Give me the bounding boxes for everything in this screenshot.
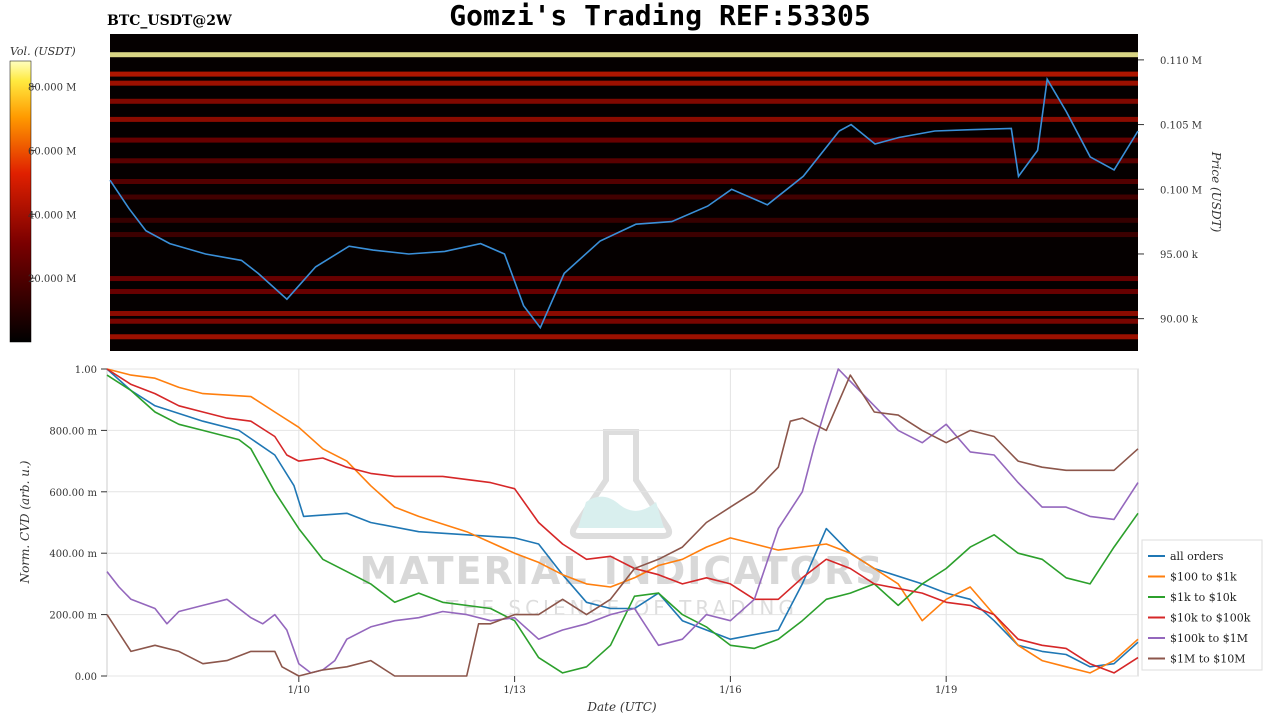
heatmap-level xyxy=(110,52,1138,58)
colorbar-label: Vol. (USDT) xyxy=(10,45,76,58)
cvd-x-axis-label: Date (UTC) xyxy=(586,700,656,714)
cvd-series-line xyxy=(106,368,1139,674)
heatmap-level xyxy=(110,116,1138,122)
cvd-panel: 0.00 200.00 m 400.00 m 600.00 m 800.00 m 1.00… xyxy=(18,365,1139,714)
heatmap-level xyxy=(110,80,1138,86)
heatmap-level xyxy=(110,98,1138,104)
colorbar-tick-label: 60.000 M xyxy=(28,146,76,157)
price-tick-label: 90.00 k xyxy=(1160,315,1199,326)
cvd-series-line xyxy=(106,374,1139,674)
price-tick-label: 0.110 M xyxy=(1160,56,1202,67)
price-line xyxy=(109,76,1139,330)
cvd-series-line xyxy=(106,374,1139,677)
price-tick-label: 0.105 M xyxy=(1160,121,1202,132)
heatmap-level xyxy=(110,137,1138,143)
cvd-y-tick-label: 600.00 m xyxy=(49,488,97,499)
cvd-series-line xyxy=(106,368,1139,674)
heatmap-level xyxy=(110,158,1138,164)
heatmap-level xyxy=(110,194,1138,200)
legend-label: all orders xyxy=(1170,550,1224,563)
page-title: Gomzi's Trading REF:53305 xyxy=(449,0,870,32)
symbol-label: BTC_USDT@2W xyxy=(107,13,232,29)
colorbar-tick-label: 40.000 M xyxy=(28,210,76,221)
cvd-y-tick-label: 0.00 xyxy=(75,672,97,683)
colorbar-tick-label: 80.000 M xyxy=(28,83,76,94)
watermark-line1: MATERIAL INDICATORS xyxy=(359,549,884,593)
heatmap-background xyxy=(110,34,1138,351)
price-tick-label: 0.100 M xyxy=(1160,185,1202,196)
legend-box xyxy=(1141,539,1263,671)
heatmap-level xyxy=(110,310,1138,316)
flask-liquid xyxy=(578,496,664,528)
heatmap-level xyxy=(110,232,1138,238)
flask-icon xyxy=(569,429,673,539)
price-axis-label: Price (USDT) xyxy=(1209,151,1223,233)
legend: all orders $100 to $1k $1k to $10k $10k to … xyxy=(1141,539,1263,671)
cvd-x-tick-label: 1/16 xyxy=(719,685,741,696)
heatmap-level xyxy=(110,334,1138,340)
legend-label: $100k to $1M xyxy=(1170,632,1248,645)
watermark: MATERIAL INDICATORS THE SCIENCE OF TRADI… xyxy=(359,429,884,620)
cvd-x-tick-label: 1/10 xyxy=(288,685,310,696)
legend-label: $1M to $10M xyxy=(1170,653,1246,666)
legend-label: $100 to $1k xyxy=(1170,571,1237,584)
legend-label: $10k to $100k xyxy=(1170,612,1251,625)
legend-label: $1k to $10k xyxy=(1170,591,1237,604)
heatmap-level xyxy=(110,217,1138,223)
heatmap-level xyxy=(110,71,1138,77)
heatmap-level xyxy=(110,288,1138,294)
colorbar-gradient xyxy=(9,60,32,343)
cvd-x-tick-label: 1/13 xyxy=(503,685,525,696)
cvd-y-axis-label: Norm. CVD (arb. u.) xyxy=(18,460,32,584)
colorbar: Vol. (USDT) 20.000 M 40.000 M 60.000 M 80.0… xyxy=(9,45,76,343)
heatmap-level xyxy=(110,276,1138,282)
heatmap-level xyxy=(110,179,1138,185)
cvd-y-tick-label: 400.00 m xyxy=(49,549,97,560)
cvd-y-tick-label: 200.00 m xyxy=(49,611,97,622)
cvd-y-tick-label: 1.00 xyxy=(75,365,97,376)
colorbar-tick-label: 20.000 M xyxy=(28,274,76,285)
cvd-y-tick-label: 800.00 m xyxy=(49,426,97,437)
cvd-x-tick-label: 1/19 xyxy=(935,685,957,696)
heatmap-panel: 90.00 k 95.00 k 0.100 M 0.105 M 0.110 M Pric… xyxy=(109,34,1223,351)
cvd-series-line xyxy=(106,368,1139,674)
price-tick-label: 95.00 k xyxy=(1160,250,1199,261)
heatmap-level xyxy=(110,318,1138,324)
